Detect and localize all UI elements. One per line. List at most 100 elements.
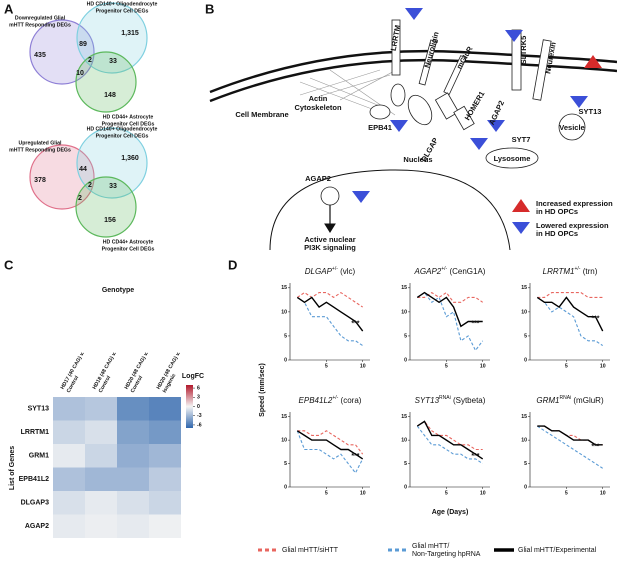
label: HD CD140+ Oligodendrocyte <box>87 126 158 132</box>
heatmap-cell <box>85 514 117 538</box>
heatmap-cell <box>85 467 117 491</box>
label: 33 <box>109 58 117 65</box>
line <box>536 425 604 469</box>
label: HD CD44+ Astrocyte <box>103 114 154 120</box>
label: 15 <box>521 285 527 291</box>
label: 15 <box>281 414 287 420</box>
heatmap-cell <box>85 444 117 468</box>
title-sup: +/- <box>332 266 338 272</box>
label: *** <box>591 316 599 323</box>
label: 5 <box>445 490 448 496</box>
label: 33 <box>109 183 117 190</box>
label: Progenitor Cell DEGs <box>102 246 155 252</box>
label: 5 <box>284 333 287 339</box>
label: HOMER1 <box>463 90 487 122</box>
title-sup: RNAi <box>560 395 572 401</box>
line <box>416 291 484 352</box>
label: Nucleus <box>403 155 432 164</box>
label: Progenitor Cell DEGs <box>96 133 149 139</box>
label: in HD OPCs <box>536 207 578 216</box>
label: DLGAP3 <box>21 500 50 507</box>
line <box>297 430 364 455</box>
label: List of Genes <box>9 446 16 490</box>
label: in HD OPCs <box>536 229 578 238</box>
label: 10 <box>600 490 606 496</box>
label: LogFC <box>182 373 204 380</box>
label: Cell Membrane <box>235 110 288 119</box>
label: LRRTM1 <box>21 429 49 436</box>
heatmap-cell <box>117 514 149 538</box>
chart-title: GRM1RNAi (mGluR) <box>536 395 604 405</box>
title-rest: (vlc) <box>338 267 356 276</box>
label: 0 <box>404 357 407 363</box>
label: 10 <box>480 363 486 369</box>
title-gene: EPB41L2 <box>299 396 333 405</box>
line <box>416 425 484 465</box>
label: Actin <box>309 94 328 103</box>
label: HD CD140+ Oligodendrocyte <box>87 1 158 7</box>
label: 10 <box>281 438 287 444</box>
legend-label: Glial mHTT/Non-Targeting hpRNA <box>412 543 481 558</box>
heatmap-cell <box>117 420 149 444</box>
label: C <box>4 257 14 272</box>
label: mHTT Responding DEGs <box>9 147 71 153</box>
label: mGluR <box>455 44 475 70</box>
title-sup: +/- <box>332 395 338 401</box>
label: *** <box>351 320 359 327</box>
label: GRM1 <box>29 453 49 460</box>
heatmap-cell <box>149 514 181 538</box>
label: -6 <box>197 422 202 428</box>
label: 0 <box>524 484 527 490</box>
line <box>296 430 364 474</box>
legend-label: Glial mHTT/Experimental <box>518 547 597 554</box>
label: 0 <box>524 357 527 363</box>
heatmap-cell <box>53 514 85 538</box>
label: 10 <box>480 490 486 496</box>
label: 10 <box>360 490 366 496</box>
label: Progenitor Cell DEGs <box>102 121 155 127</box>
heatmap-cell <box>117 491 149 515</box>
label: 5 <box>284 461 287 467</box>
label: Cytoskeleton <box>294 103 342 112</box>
label: 1,315 <box>121 30 139 37</box>
label: mHTT Responding DEGs <box>9 22 71 28</box>
label: 3 <box>197 395 200 401</box>
chart-title: DLGAP+/- (vlc) <box>305 266 356 276</box>
line <box>416 420 484 460</box>
label: Lowered expression <box>536 221 609 230</box>
label: 5 <box>325 363 328 369</box>
label: 0 <box>197 404 200 410</box>
label: SYT7 <box>512 135 531 144</box>
label: *** <box>351 453 359 460</box>
label: A <box>4 1 14 16</box>
label: 10 <box>521 438 527 444</box>
label: Vesicle <box>559 123 584 132</box>
heatmap-cell <box>53 491 85 515</box>
colorbar <box>186 385 193 428</box>
label: 10 <box>281 309 287 315</box>
label: 5 <box>524 461 527 467</box>
label: 148 <box>104 92 116 99</box>
title-gene: SYT13 <box>415 396 440 405</box>
heatmap-cell <box>149 420 181 444</box>
label: EPB41L2 <box>19 476 49 483</box>
label: 10 <box>401 438 407 444</box>
label: Progenitor Cell DEGs <box>96 8 149 14</box>
label: 10 <box>360 363 366 369</box>
heatmap-cell <box>149 491 181 515</box>
venn-circle <box>76 127 148 199</box>
heatmap-cell <box>117 467 149 491</box>
label: 5 <box>524 333 527 339</box>
line <box>296 291 364 308</box>
line <box>536 296 604 347</box>
heatmap-cell <box>85 491 117 515</box>
heatmap-cell <box>85 420 117 444</box>
label: 0 <box>284 357 287 363</box>
diagram-shapes <box>209 8 617 251</box>
title-sup: RNAi <box>439 395 451 401</box>
line <box>416 420 483 451</box>
heatmap-cell <box>117 444 149 468</box>
label: HD CD44+ Astrocyte <box>103 239 154 245</box>
title-rest: (mGluR) <box>571 396 604 405</box>
